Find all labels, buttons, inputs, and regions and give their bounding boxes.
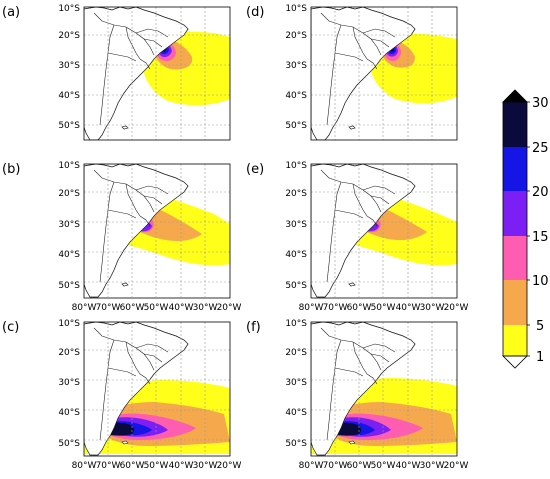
colorbar-label: 25 <box>532 141 549 156</box>
lon-tick: 30°W <box>420 303 445 313</box>
lat-tick: 50°S <box>285 281 307 291</box>
colorbar-label: 15 <box>532 230 549 245</box>
lat-tick: 20°S <box>285 189 307 199</box>
lat-tick: 10°S <box>58 319 80 329</box>
lon-tick: 50°W <box>144 461 169 471</box>
panel-e: (e) 10°S 20°S 30°S 40°S 50°S 80°W 70°W <box>246 161 469 313</box>
panel-c: (c) 10°S 20°S 30°S 40°S 50°S 80°W <box>2 319 242 471</box>
panel-label-a: (a) <box>2 5 20 20</box>
panel-label-c: (c) <box>2 320 19 335</box>
lat-tick: 40°S <box>58 91 80 101</box>
lat-tick: 40°S <box>58 408 80 418</box>
lon-tick: 30°W <box>420 461 445 471</box>
colorbar-label: 5 <box>536 319 544 334</box>
lat-tick: 10°S <box>58 4 80 14</box>
lon-tick: 80°W <box>72 461 97 471</box>
lon-tick: 70°W <box>323 303 348 313</box>
colorbar-label: 1 <box>536 350 544 365</box>
lat-tick: 40°S <box>58 250 80 260</box>
colorbar-label: 20 <box>532 185 549 200</box>
lat-tick: 20°S <box>285 31 307 41</box>
lon-tick: 20°W <box>444 303 469 313</box>
lat-tick: 10°S <box>58 161 80 171</box>
lat-tick: 10°S <box>285 161 307 171</box>
colorbar-segment <box>503 325 527 356</box>
lat-tick: 20°S <box>58 348 80 358</box>
lat-tick: 30°S <box>58 378 80 388</box>
colorbar-segment <box>503 236 527 280</box>
panel-label-d: (d) <box>246 5 264 20</box>
colorbar-segment <box>503 191 527 236</box>
lat-tick: 20°S <box>58 31 80 41</box>
lat-tick: 20°S <box>285 348 307 358</box>
colorbar-extend-max <box>502 89 528 103</box>
panel-d: (d) 10°S 20°S 30°S 40°S 50°S <box>246 4 458 141</box>
lon-tick: 40°W <box>169 303 194 313</box>
lat-tick: 30°S <box>58 220 80 230</box>
lat-tick: 50°S <box>285 121 307 131</box>
lon-tick: 80°W <box>299 461 324 471</box>
lon-tick: 70°W <box>96 303 121 313</box>
shading-c <box>84 380 230 454</box>
lat-tick: 40°S <box>285 91 307 101</box>
lat-tick: 40°S <box>285 408 307 418</box>
lat-tick: 30°S <box>58 61 80 71</box>
lon-tick: 50°W <box>371 461 396 471</box>
colorbar-label: 10 <box>532 274 549 289</box>
panel-label-f: (f) <box>246 320 261 335</box>
colorbar-label: 30 <box>532 96 549 111</box>
lon-tick: 50°W <box>144 303 169 313</box>
lat-tick: 10°S <box>285 4 307 14</box>
lat-tick: 40°S <box>285 250 307 260</box>
lon-tick: 70°W <box>323 461 348 471</box>
lon-tick: 50°W <box>371 303 396 313</box>
panel-label-b: (b) <box>2 162 20 177</box>
panel-label-e: (e) <box>246 162 264 177</box>
lon-tick: 40°W <box>169 461 194 471</box>
lon-tick: 60°W <box>120 461 145 471</box>
lat-tick: 20°S <box>58 189 80 199</box>
lat-tick: 10°S <box>285 319 307 329</box>
lat-tick: 50°S <box>58 121 80 131</box>
lon-tick: 20°W <box>217 303 242 313</box>
lat-tick: 50°S <box>58 439 80 449</box>
colorbar-segment <box>503 280 527 325</box>
panel-f: (f) 10°S 20°S 30°S 40°S 50°S 80°W <box>246 319 469 471</box>
lon-tick: 30°W <box>193 303 218 313</box>
colorbar: 30 25 20 15 10 5 1 <box>502 89 549 369</box>
colorbar-extend-min <box>502 355 528 369</box>
panel-a: (a) 10°S 20°S 30°S 40°S 50°S <box>2 4 231 141</box>
lat-tick: 30°S <box>285 220 307 230</box>
lon-tick: 80°W <box>72 303 97 313</box>
lon-tick: 40°W <box>396 461 421 471</box>
lat-tick: 30°S <box>285 61 307 71</box>
lat-tick: 50°S <box>285 439 307 449</box>
lat-tick: 50°S <box>58 281 80 291</box>
colorbar-segment <box>503 102 527 147</box>
lon-tick: 20°W <box>444 461 469 471</box>
colorbar-segment <box>503 147 527 191</box>
lat-tick: 30°S <box>285 378 307 388</box>
lon-tick: 60°W <box>347 461 372 471</box>
lon-tick: 60°W <box>120 303 145 313</box>
lon-tick: 20°W <box>217 461 242 471</box>
lon-tick: 70°W <box>96 461 121 471</box>
lon-tick: 60°W <box>347 303 372 313</box>
lon-tick: 80°W <box>299 303 324 313</box>
lon-tick: 30°W <box>193 461 218 471</box>
panel-b: (b) 10°S 20°S 30°S 40°S 50°S 80°W 70°W <box>2 161 242 313</box>
lon-tick: 40°W <box>396 303 421 313</box>
